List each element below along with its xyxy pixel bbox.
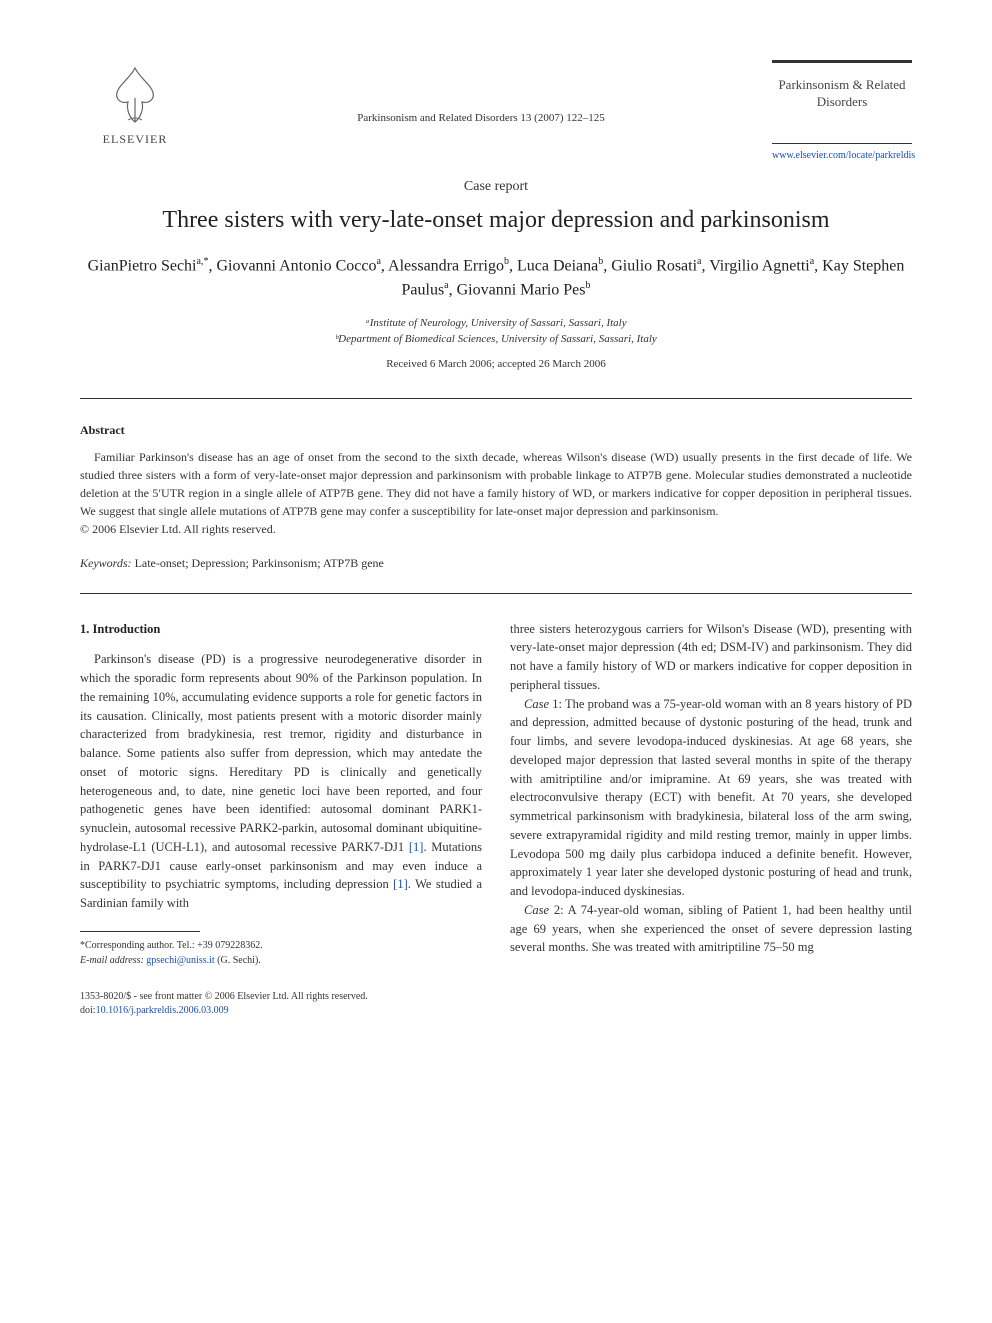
- abstract-heading: Abstract: [80, 423, 912, 438]
- body-columns: 1. Introduction Parkinson's disease (PD)…: [80, 620, 912, 968]
- rule-above-abstract: [80, 398, 912, 399]
- email-label: E-mail address:: [80, 955, 144, 966]
- abstract-text: Familiar Parkinson's disease has an age …: [80, 448, 912, 520]
- author-list: GianPietro Sechia,*, Giovanni Antonio Co…: [80, 254, 912, 303]
- intro-text-a: Parkinson's disease (PD) is a progressiv…: [80, 652, 482, 854]
- keywords-label: Keywords:: [80, 556, 132, 570]
- abstract-section: Abstract Familiar Parkinson's disease ha…: [80, 423, 912, 538]
- keywords-text: Late-onset; Depression; Parkinsonism; AT…: [132, 556, 384, 570]
- column-right: three sisters heterozygous carriers for …: [510, 620, 912, 968]
- case-1-paragraph: Case 1: The proband was a 75-year-old wo…: [510, 695, 912, 901]
- page-footer: 1353-8020/$ - see front matter © 2006 El…: [80, 990, 912, 1018]
- journal-cover-block: Parkinsonism & Related Disorders www.els…: [772, 60, 912, 161]
- doi-line: doi:10.1016/j.parkreldis.2006.03.009: [80, 1004, 368, 1018]
- journal-reference-block: Parkinsonism and Related Disorders 13 (2…: [190, 60, 772, 124]
- section-heading-intro: 1. Introduction: [80, 620, 482, 639]
- footnote-separator: [80, 931, 200, 932]
- doi-label: doi:: [80, 1005, 96, 1016]
- affiliation-a: ᵃInstitute of Neurology, University of S…: [80, 315, 912, 332]
- journal-cover-box: Parkinsonism & Related Disorders: [772, 60, 912, 144]
- publisher-name: ELSEVIER: [103, 132, 168, 147]
- journal-url-link[interactable]: www.elsevier.com/locate/parkreldis: [772, 150, 912, 161]
- case-1-label: Case: [524, 697, 549, 711]
- keywords-line: Keywords: Late-onset; Depression; Parkin…: [80, 556, 912, 571]
- publisher-logo-block: ELSEVIER: [80, 60, 190, 147]
- article-type: Case report: [80, 179, 912, 195]
- column-left: 1. Introduction Parkinson's disease (PD)…: [80, 620, 482, 968]
- journal-cover-title: Parkinsonism & Related Disorders: [776, 77, 908, 111]
- corresponding-author-footnote: *Corresponding author. Tel.: +39 0792283…: [80, 938, 482, 968]
- elsevier-tree-icon: [100, 60, 170, 130]
- case-1-text: 1: The proband was a 75-year-old woman w…: [510, 697, 912, 899]
- email-link[interactable]: gpsechi@uniss.it: [146, 955, 214, 966]
- case-2-label: Case: [524, 903, 549, 917]
- journal-reference: Parkinsonism and Related Disorders 13 (2…: [190, 112, 772, 124]
- corresponding-author-line: *Corresponding author. Tel.: +39 0792283…: [80, 938, 482, 953]
- issn-line: 1353-8020/$ - see front matter © 2006 El…: [80, 990, 368, 1004]
- page-header: ELSEVIER Parkinsonism and Related Disord…: [80, 60, 912, 161]
- article-dates: Received 6 March 2006; accepted 26 March…: [80, 358, 912, 370]
- article-title: Three sisters with very-late-onset major…: [80, 205, 912, 236]
- affiliations: ᵃInstitute of Neurology, University of S…: [80, 315, 912, 348]
- affiliation-b: ᵇDepartment of Biomedical Sciences, Univ…: [80, 331, 912, 348]
- case-2-text: 2: A 74-year-old woman, sibling of Patie…: [510, 903, 912, 955]
- case-2-paragraph: Case 2: A 74-year-old woman, sibling of …: [510, 901, 912, 957]
- email-line: E-mail address: gpsechi@uniss.it (G. Sec…: [80, 953, 482, 968]
- intro-paragraph: Parkinson's disease (PD) is a progressiv…: [80, 650, 482, 913]
- abstract-copyright: © 2006 Elsevier Ltd. All rights reserved…: [80, 520, 912, 538]
- doi-link[interactable]: 10.1016/j.parkreldis.2006.03.009: [96, 1005, 229, 1016]
- footer-left: 1353-8020/$ - see front matter © 2006 El…: [80, 990, 368, 1018]
- ref-link-2[interactable]: [1]: [393, 877, 408, 891]
- intro-continuation: three sisters heterozygous carriers for …: [510, 620, 912, 695]
- rule-below-keywords: [80, 593, 912, 594]
- ref-link-1[interactable]: [1]: [409, 840, 424, 854]
- email-suffix: (G. Sechi).: [215, 955, 261, 966]
